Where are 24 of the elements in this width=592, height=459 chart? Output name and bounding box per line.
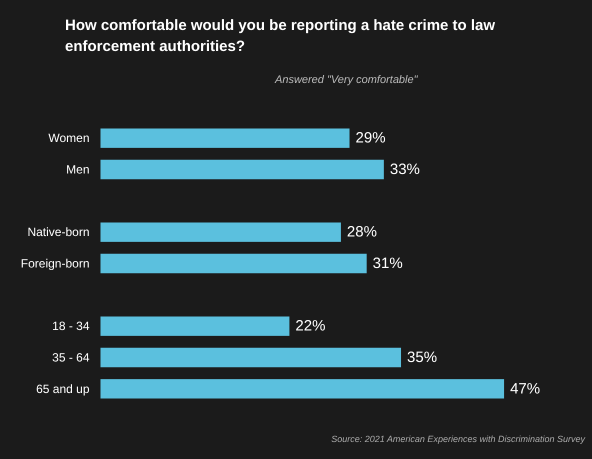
data-label: 28% xyxy=(346,224,377,241)
y-tick-label: 18 - 34 xyxy=(52,319,90,334)
y-tick-label: 35 - 64 xyxy=(52,350,90,364)
bar xyxy=(100,316,290,336)
y-tick-label: Women xyxy=(48,131,90,146)
chart-title: How comfortable would you be reporting a hate crime to law enforcement authorities? xyxy=(65,16,496,58)
data-label: 35% xyxy=(407,349,438,366)
bar xyxy=(100,128,350,148)
bar xyxy=(100,222,341,242)
chart-subtitle: Answered "Very comfortable" xyxy=(275,73,418,88)
bar xyxy=(100,379,504,399)
data-label: 33% xyxy=(390,161,420,178)
y-tick-label: 65 and up xyxy=(36,382,90,396)
data-label: 31% xyxy=(372,255,403,272)
bar xyxy=(100,160,384,180)
y-tick-label: Native-born xyxy=(27,225,90,240)
bar xyxy=(100,254,367,274)
y-tick-label: Foreign-born xyxy=(20,256,90,270)
data-label: 47% xyxy=(510,380,540,398)
y-tick-label: Men xyxy=(66,162,90,176)
data-label: 29% xyxy=(356,130,386,147)
source-note: Source: 2021 American Experiences with Discrimination Survey xyxy=(331,433,585,446)
data-label: 22% xyxy=(295,318,326,335)
bar xyxy=(100,348,402,368)
